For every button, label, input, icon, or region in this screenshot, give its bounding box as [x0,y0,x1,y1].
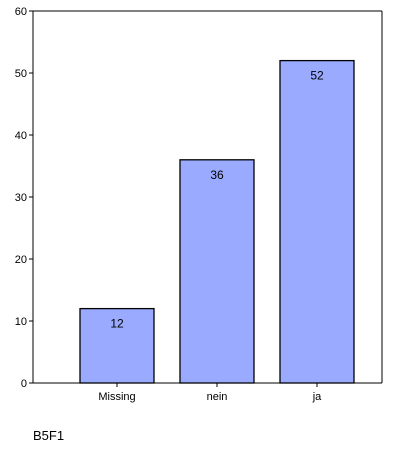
x-tick-label: Missing [98,391,135,403]
bar-nein [179,159,255,384]
bar-missing [79,307,155,384]
plot-area: 0 10 20 30 40 50 60 Missing 12 nein 36 ja 52 [15,6,383,403]
y-tick-label: 60 [15,6,27,18]
data-label: 12 [110,317,124,331]
data-label: 52 [310,69,324,83]
y-tick-label: 30 [15,192,27,204]
y-tick-label: 20 [15,254,27,266]
x-axis-title: B5F1 [33,428,64,443]
y-tick-label: 0 [21,378,27,390]
data-label: 36 [210,168,224,182]
x-tick-label: ja [312,391,322,403]
y-tick-label: 40 [15,130,27,142]
x-tick-label: nein [207,391,228,403]
bar-ja [279,59,355,384]
y-tick-label: 10 [15,316,27,328]
y-tick-label: 50 [15,68,27,80]
